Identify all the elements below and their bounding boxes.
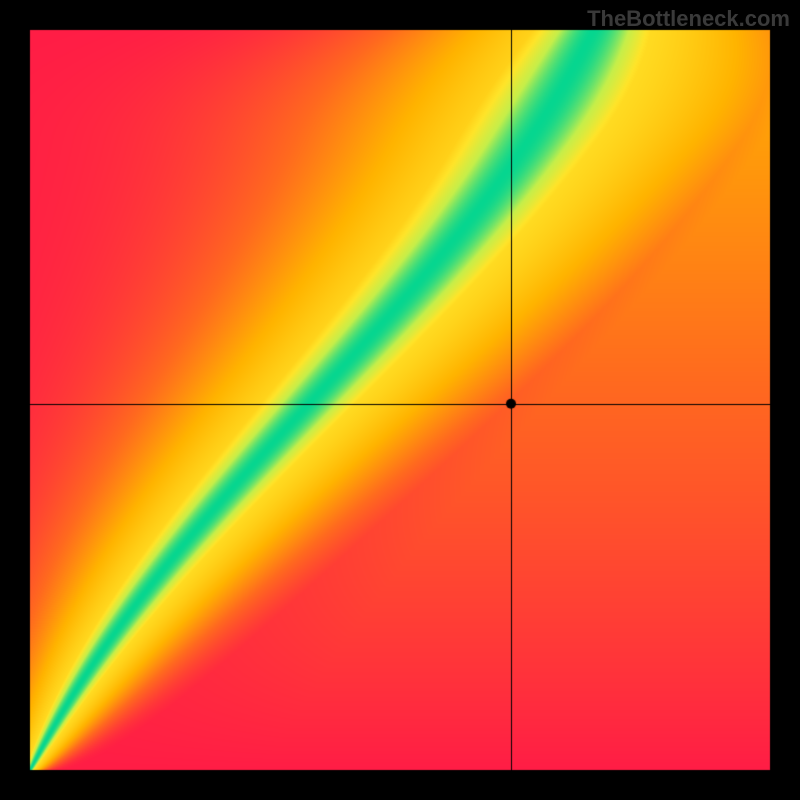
attribution-text: TheBottleneck.com <box>587 6 790 32</box>
bottleneck-heatmap <box>0 0 800 800</box>
chart-container: TheBottleneck.com <box>0 0 800 800</box>
